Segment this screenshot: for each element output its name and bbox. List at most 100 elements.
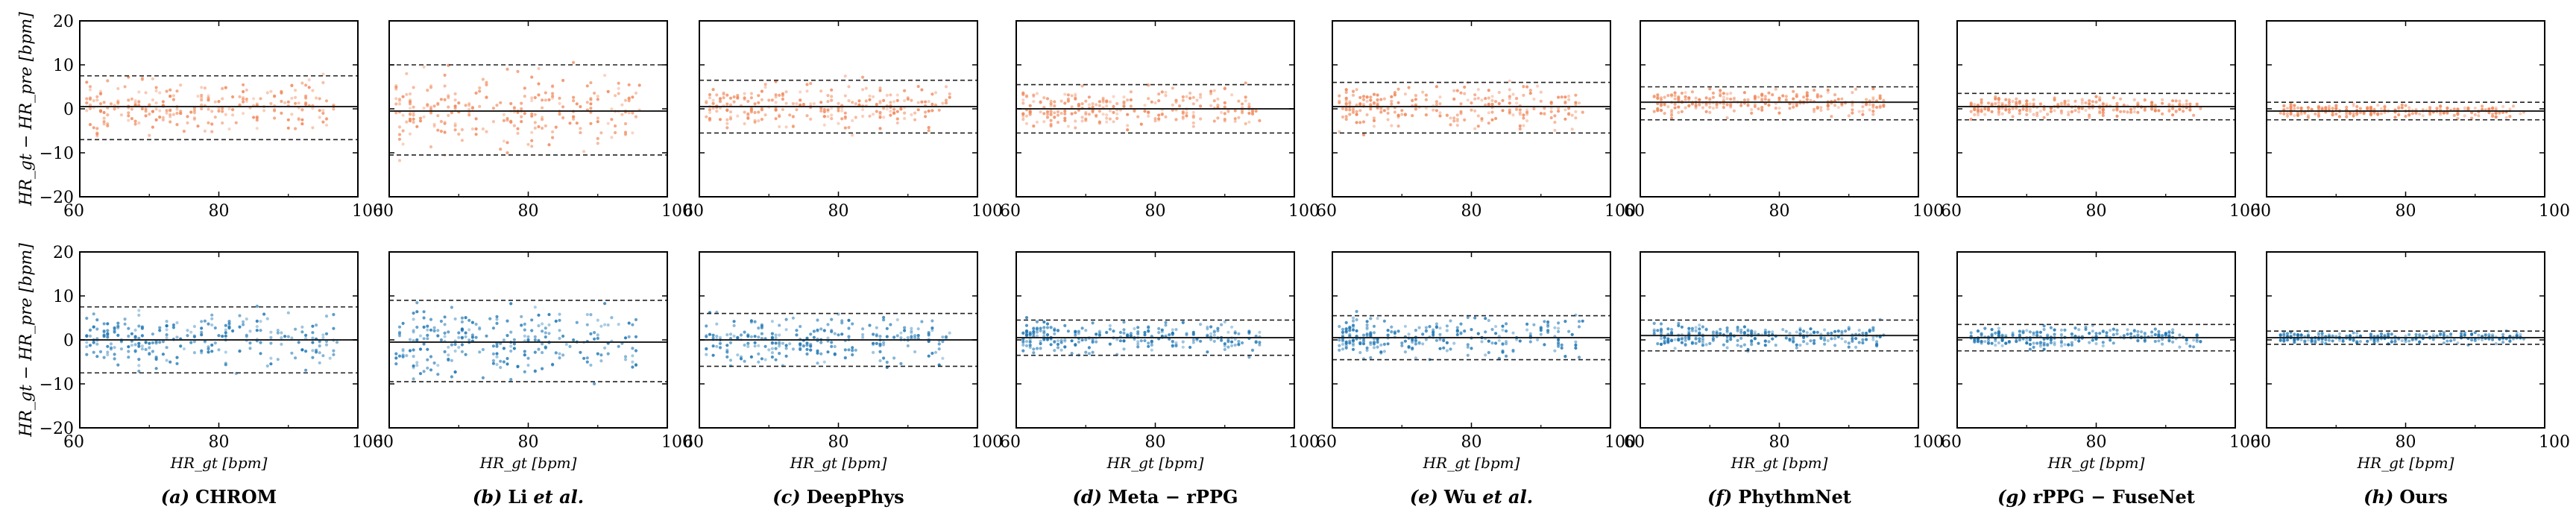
data-point — [1795, 92, 1798, 96]
data-point — [242, 89, 245, 94]
data-point — [324, 99, 329, 103]
data-point — [1369, 103, 1373, 107]
data-point — [2063, 328, 2067, 332]
data-point — [2028, 347, 2032, 351]
x-tick-label: 100 — [352, 202, 383, 221]
data-point — [930, 109, 934, 113]
caption-name: rPPG − FuseNet — [2033, 486, 2195, 508]
data-point — [770, 351, 774, 355]
data-point — [1066, 93, 1070, 97]
data-point — [231, 329, 235, 333]
data-point — [415, 338, 419, 341]
data-point — [2084, 101, 2088, 105]
data-point — [2098, 96, 2102, 100]
data-point — [913, 336, 917, 340]
x-tick-label: 100 — [2539, 433, 2570, 452]
data-point — [1126, 124, 1130, 127]
data-point — [242, 112, 245, 116]
data-point — [2046, 342, 2050, 346]
data-point — [397, 330, 402, 334]
data-point — [1080, 116, 1084, 119]
data-point — [770, 332, 774, 335]
data-point — [1390, 124, 1394, 127]
data-point — [332, 353, 336, 356]
data-point — [520, 120, 523, 124]
x-tick-label: 60 — [1941, 202, 1962, 221]
data-point — [728, 341, 733, 344]
data-point — [2407, 339, 2411, 343]
data-point — [221, 110, 224, 113]
data-point — [1098, 104, 1101, 107]
data-point — [620, 103, 624, 107]
data-point — [269, 356, 273, 360]
data-point — [1351, 339, 1355, 343]
data-point — [830, 107, 834, 110]
data-point — [1983, 107, 1987, 111]
data-point — [1032, 100, 1036, 104]
data-point — [843, 111, 847, 115]
data-point — [1147, 344, 1150, 348]
data-point — [1355, 103, 1358, 107]
data-point — [106, 344, 110, 348]
data-point — [408, 92, 412, 96]
data-point — [2473, 331, 2477, 335]
data-point — [1258, 119, 1262, 122]
data-point — [2000, 112, 2004, 116]
data-point — [809, 81, 813, 86]
data-point — [1091, 105, 1095, 109]
data-point — [1056, 342, 1060, 347]
data-point — [224, 350, 227, 354]
data-point — [144, 91, 148, 95]
data-point — [1539, 112, 1543, 116]
data-point — [1421, 332, 1425, 336]
data-point — [432, 124, 436, 128]
data-point — [2337, 338, 2341, 342]
data-point — [443, 315, 447, 319]
data-point — [1080, 338, 1084, 342]
data-point — [1042, 334, 1046, 338]
data-point — [2091, 329, 2094, 333]
data-point — [2327, 338, 2331, 342]
data-point — [2452, 107, 2456, 111]
data-point — [819, 101, 823, 104]
data-point — [603, 302, 607, 306]
data-point — [2442, 331, 2446, 335]
data-point — [840, 117, 844, 121]
data-point — [2317, 104, 2320, 108]
data-point — [1732, 109, 1736, 113]
data-point — [171, 98, 175, 101]
data-point — [746, 99, 750, 104]
caption-name: Li — [508, 486, 527, 508]
data-point — [165, 324, 169, 328]
data-point — [102, 120, 106, 124]
data-point — [491, 344, 496, 348]
data-point — [2042, 107, 2046, 112]
data-point — [1666, 341, 1670, 344]
data-point — [711, 98, 715, 102]
data-point — [106, 79, 110, 83]
data-point — [1216, 326, 1220, 330]
data-point — [847, 318, 851, 322]
data-point — [837, 333, 840, 337]
data-point — [154, 355, 158, 359]
data-point — [791, 124, 795, 128]
data-point — [1813, 88, 1816, 92]
data-point — [1147, 97, 1150, 101]
data-point — [158, 116, 162, 119]
data-point — [98, 102, 103, 106]
data-point — [2317, 106, 2320, 110]
data-point — [200, 103, 204, 107]
data-point — [1511, 331, 1515, 335]
data-point — [408, 338, 412, 341]
data-point — [774, 101, 778, 104]
data-point — [102, 116, 106, 120]
data-point — [426, 104, 429, 108]
data-point — [2067, 110, 2070, 114]
data-point — [878, 344, 882, 347]
data-point — [1725, 326, 1729, 330]
data-point — [224, 86, 227, 89]
data-point — [778, 124, 781, 129]
data-point — [1139, 122, 1143, 126]
data-point — [213, 341, 217, 345]
data-point — [2018, 338, 2021, 342]
